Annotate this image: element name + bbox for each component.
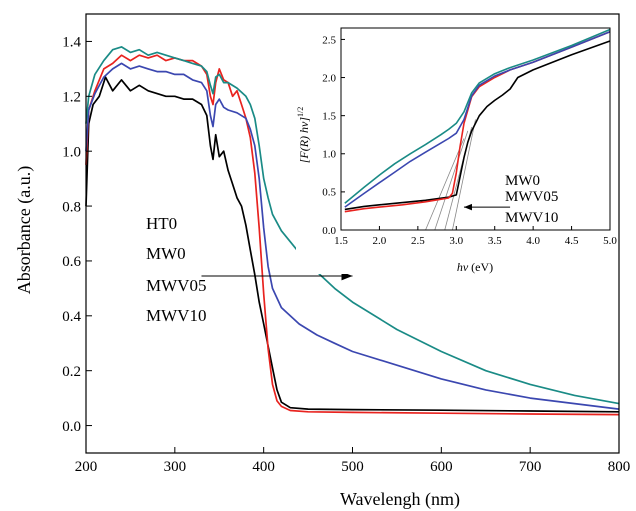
inset-x-tick-label: 5.0 xyxy=(603,235,617,247)
main-x-tick-label: 700 xyxy=(519,459,542,475)
main-y-tick-label: 0.0 xyxy=(62,419,81,435)
legend-label-mwv05: MWV05 xyxy=(146,276,206,295)
legend-label-ht0: HT0 xyxy=(146,214,177,233)
main-y-tick-label: 0.2 xyxy=(62,364,81,380)
main-x-tick-label: 800 xyxy=(608,459,631,475)
inset-arrow-head xyxy=(463,203,472,211)
inset-y-tick-label: 2.5 xyxy=(322,34,336,46)
main-legend: HT0 MW0 MWV05 MWV10 xyxy=(146,214,206,325)
main-y-tick-label: 0.8 xyxy=(62,199,81,215)
main-series-line-3 xyxy=(85,62,620,410)
inset-series-line-4 xyxy=(344,28,611,204)
main-series-group xyxy=(85,46,620,416)
inset-background xyxy=(296,22,617,274)
inset-x-tick-label: 3.0 xyxy=(449,235,463,247)
main-y-tick-label: 0.6 xyxy=(62,254,81,270)
inset-x-tick-label: 3.5 xyxy=(488,235,502,247)
main-x-tick-label: 600 xyxy=(430,459,453,475)
inset-x-tick-label: 1.5 xyxy=(334,235,348,247)
inset-y-tick-label: 0.0 xyxy=(322,225,336,237)
y-axis-label: Absorbance (a.u.) xyxy=(14,166,35,294)
inset-series-line-1 xyxy=(344,40,611,211)
main-y-tick-label: 1.4 xyxy=(62,35,81,51)
main-panel: 200 300 400 500 600 700 8000.00.20.40.60.81.01… xyxy=(14,13,630,510)
inset-fit-line-2 xyxy=(434,130,469,231)
inset-plot-frame xyxy=(340,27,611,231)
main-series-line-1 xyxy=(85,76,620,413)
inset-legend-label-mwv10: MWV10 xyxy=(505,210,558,226)
inset-fit-line-1 xyxy=(425,138,465,231)
inset-y-tick-label: 0.5 xyxy=(322,187,336,199)
inset-legend-label-mwv05: MWV05 xyxy=(505,189,558,205)
inset-x-tick-label: 2.0 xyxy=(373,235,387,247)
inset-y-tick-label: 1.0 xyxy=(322,149,336,161)
legend-label-mw0: MW0 xyxy=(146,244,186,263)
main-x-tick-label: 500 xyxy=(341,459,364,475)
inset-annotation-group xyxy=(463,203,511,211)
main-tick-group: 200 300 400 500 600 700 8000.00.20.40.60.81.01… xyxy=(62,35,630,475)
inset-y-tick-label: 2.0 xyxy=(322,72,336,84)
inset-x-tick-label: 4.5 xyxy=(565,235,579,247)
inset-series-line-3 xyxy=(344,31,611,208)
inset-x-axis-label: hv (eV) xyxy=(457,260,493,274)
inset-legend-label-mw0: MW0 xyxy=(505,173,540,189)
main-y-tick-label: 1.2 xyxy=(62,90,81,106)
main-x-tick-label: 200 xyxy=(75,459,98,475)
inset-x-tick-label: 2.5 xyxy=(411,235,425,247)
inset-series-group xyxy=(344,28,611,213)
inset-fit-line-4 xyxy=(452,119,476,231)
main-x-tick-label: 400 xyxy=(252,459,275,475)
main-y-tick-label: 0.4 xyxy=(62,309,81,325)
inset-legend: MW0 MWV05 MWV10 xyxy=(505,173,558,226)
main-y-tick-label: 1.0 xyxy=(62,144,81,160)
inset-y-tick-label: 1.5 xyxy=(322,111,336,123)
inset-x-tick-label: 4.0 xyxy=(526,235,540,247)
inset-tick-group: 1.5 2.0 2.5 3.0 3.5 4.0 4.5 5.0 0.0 0.5 1.0 1.5 2.0 2… xyxy=(322,34,617,247)
inset-panel: 1.5 2.0 2.5 3.0 3.5 4.0 4.5 5.0 0.0 0.5 1.0 1.5 2.0 2… xyxy=(296,22,617,274)
inset-y-axis-label: [F(R) hv]1/2 xyxy=(296,107,311,164)
x-axis-label: Wavelengh (nm) xyxy=(340,489,460,510)
main-series-line-2 xyxy=(85,54,620,416)
main-series-line-4 xyxy=(85,46,620,405)
legend-label-mwv10: MWV10 xyxy=(146,306,206,325)
main-x-tick-label: 300 xyxy=(164,459,187,475)
